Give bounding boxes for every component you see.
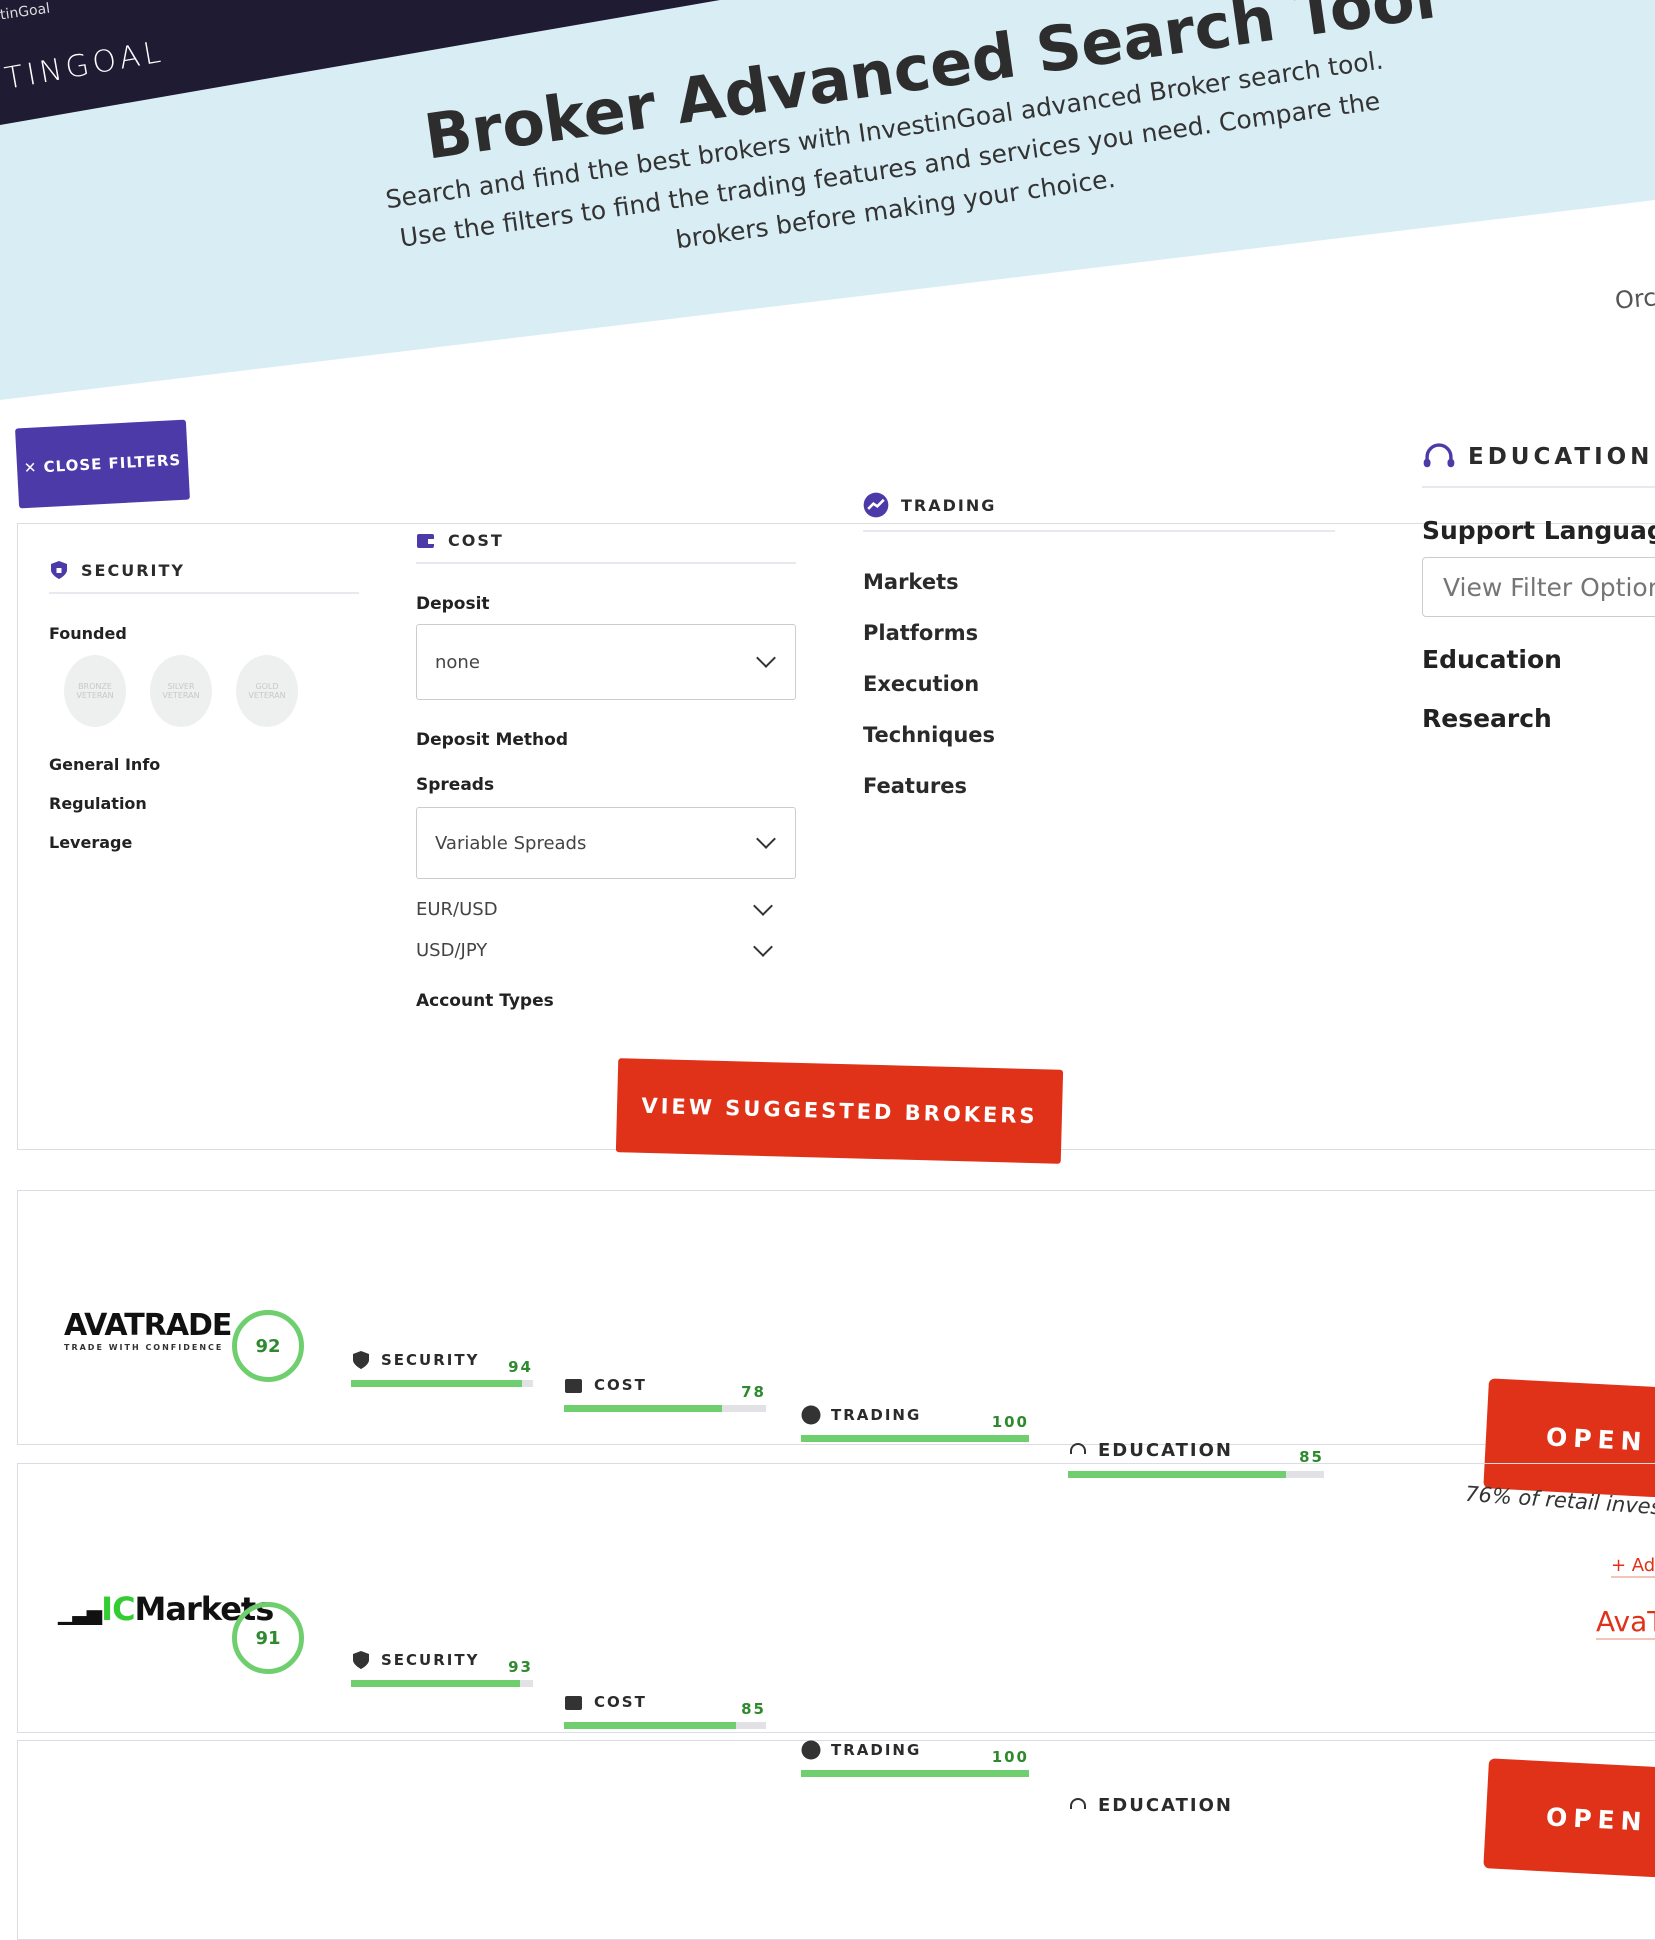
security-score: SECURITY 93 [351,1650,533,1687]
deposit-select[interactable]: none [416,624,796,700]
trading-score: TRADING 100 [801,1405,1029,1442]
deposit-label: Deposit [416,594,490,614]
spreads-select[interactable]: Variable Spreads [416,807,796,879]
security-score: SECURITY 94 [351,1350,533,1387]
platforms-filter[interactable]: Platforms [863,621,979,645]
trading-filter-column: TRADING Markets Platforms Execution Tech… [863,492,1335,825]
shield-icon [353,1351,369,1369]
deposit-method-filter[interactable]: Deposit Method [416,730,569,750]
wallet-icon [417,534,435,548]
silver-veteran-badge[interactable]: SILVER VETERAN [150,655,212,727]
account-types-filter[interactable]: Account Types [416,991,554,1011]
security-filter-column: SECURITY Founded BRONZE VETERAN SILVER V… [49,560,359,852]
headset-icon [1423,443,1455,468]
techniques-filter[interactable]: Techniques [863,723,996,747]
chevron-down-icon [756,829,776,849]
support-languages-input[interactable] [1422,557,1655,617]
chevron-down-icon [753,936,773,957]
security-header: SECURITY [49,560,359,594]
execution-filter[interactable]: Execution [863,672,980,696]
wallet-icon [565,1696,582,1710]
general-info-filter[interactable]: General Info [49,755,161,774]
close-filters-button[interactable]: ✕ CLOSE FILTERS [15,419,190,509]
avatrade-logo[interactable]: AVATRADE TRADE WITH CONFIDENCE [64,1308,232,1352]
shield-icon [51,561,67,579]
chevron-down-icon [756,648,776,668]
close-icon: ✕ [23,458,45,478]
trading-header: TRADING [863,492,1335,532]
usdjpy-dropdown[interactable]: USD/JPY [416,936,796,961]
education-score: EDUCATION [1068,1795,1324,1816]
spreads-label: Spreads [416,775,495,795]
cost-score: COST 85 [564,1692,766,1729]
trending-up-icon [801,1405,821,1425]
headset-icon [1070,1442,1086,1454]
broker-row [17,1190,1655,1445]
shield-icon [353,1651,369,1669]
add-compare-link[interactable]: + Ad [1611,1555,1655,1578]
leverage-filter[interactable]: Leverage [49,833,133,852]
broker-row [17,1463,1655,1733]
regulation-filter[interactable]: Regulation [49,794,147,813]
open-account-button[interactable]: OPEN [1483,1758,1655,1882]
cost-filter-column: COST Deposit none Deposit Method Spreads… [416,530,796,1011]
education-filter-column: EDUCATION Support Languages Education Re… [1422,440,1655,733]
wallet-icon [565,1379,582,1393]
overall-score-ring: 91 [232,1602,304,1674]
research-filter[interactable]: Research [1422,704,1552,733]
chevron-down-icon [753,895,773,916]
trending-up-icon [801,1740,821,1760]
education-filter[interactable]: Education [1422,645,1562,674]
gold-veteran-badge[interactable]: GOLD VETERAN [236,655,298,727]
eurusd-dropdown[interactable]: EUR/USD [416,895,796,920]
overall-score-ring: 92 [232,1310,304,1382]
support-languages-label: Support Languages [1422,516,1655,545]
education-header: EDUCATION [1422,440,1655,488]
order-by-label[interactable]: Orc [1613,283,1655,315]
trading-score: TRADING 100 [801,1740,1029,1777]
headset-icon [1070,1797,1086,1809]
cost-score: COST 78 [564,1375,766,1412]
features-filter[interactable]: Features [863,774,967,798]
broker-review-link[interactable]: AvaT [1596,1605,1655,1640]
trending-up-icon [863,492,889,518]
markets-filter[interactable]: Markets [863,570,959,594]
cost-header: COST [416,530,796,564]
view-suggested-brokers-button[interactable]: VIEW SUGGESTED BROKERS [615,1058,1064,1164]
education-score: EDUCATION 85 [1068,1440,1324,1478]
founded-label: Founded [49,624,127,643]
bronze-veteran-badge[interactable]: BRONZE VETERAN [64,655,126,727]
